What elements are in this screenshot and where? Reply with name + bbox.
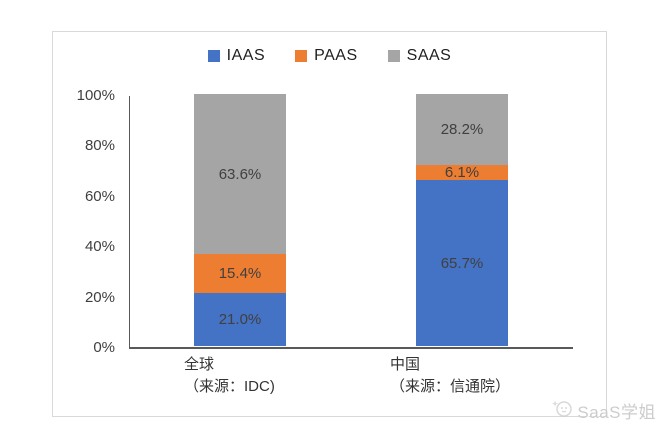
y-axis-tick-label: 20% bbox=[84, 288, 115, 306]
legend-label: SAAS bbox=[406, 47, 452, 64]
bar-global: 21.0% 15.4% 63.6% bbox=[194, 94, 286, 346]
data-label: 28.2% bbox=[440, 121, 484, 139]
category-source: （来源：信通院） bbox=[390, 378, 511, 395]
watermark-text: SaaS学姐 bbox=[577, 403, 656, 422]
y-axis-tick-label: 80% bbox=[84, 137, 115, 155]
legend-item-iaas: IAAS bbox=[207, 47, 266, 65]
x-axis-category-label: 全球 （来源：IDC) bbox=[184, 354, 275, 398]
chart-card: IAAS PAAS SAAS 100% 80% 60% 40% 20% 0% 21.0% 15.4… bbox=[52, 31, 607, 417]
category-name: 中国 bbox=[390, 356, 421, 373]
data-label: 15.4% bbox=[218, 265, 262, 283]
data-label: 21.0% bbox=[218, 311, 262, 329]
bar-segment-saas: 63.6% bbox=[194, 94, 286, 255]
bar-segment-iaas: 21.0% bbox=[194, 293, 286, 346]
watermark: SaaS学姐 bbox=[552, 397, 656, 424]
category-source: （来源：IDC) bbox=[184, 378, 275, 395]
data-label: 65.7% bbox=[440, 254, 484, 272]
x-axis-category-label: 中国 （来源：信通院） bbox=[390, 354, 510, 398]
data-label: 6.1% bbox=[444, 164, 480, 182]
y-axis-tick-label: 100% bbox=[76, 87, 115, 104]
y-axis-tick-label: 0% bbox=[93, 339, 115, 356]
y-axis-tick-label: 60% bbox=[84, 187, 115, 205]
legend-label: IAAS bbox=[226, 47, 266, 64]
legend-item-paas: PAAS bbox=[295, 47, 358, 65]
legend: IAAS PAAS SAAS bbox=[53, 47, 606, 65]
y-axis-line bbox=[129, 96, 130, 348]
data-label: 63.6% bbox=[218, 165, 262, 183]
x-axis-line bbox=[129, 347, 573, 349]
legend-swatch-saas bbox=[387, 50, 400, 62]
bar-segment-saas: 28.2% bbox=[416, 94, 508, 166]
bar-segment-iaas: 65.7% bbox=[416, 180, 508, 346]
legend-swatch-iaas bbox=[207, 50, 220, 62]
legend-swatch-paas bbox=[295, 50, 308, 62]
legend-item-saas: SAAS bbox=[387, 47, 452, 65]
saas-xuejie-logo-icon bbox=[552, 397, 574, 424]
category-name: 全球 bbox=[184, 356, 215, 373]
bar-segment-paas: 6.1% bbox=[416, 164, 508, 182]
y-axis-tick-label: 40% bbox=[84, 238, 115, 256]
legend-label: PAAS bbox=[314, 47, 358, 64]
bar-segment-paas: 15.4% bbox=[194, 254, 286, 294]
bar-china: 65.7% 6.1% 28.2% bbox=[416, 94, 508, 346]
